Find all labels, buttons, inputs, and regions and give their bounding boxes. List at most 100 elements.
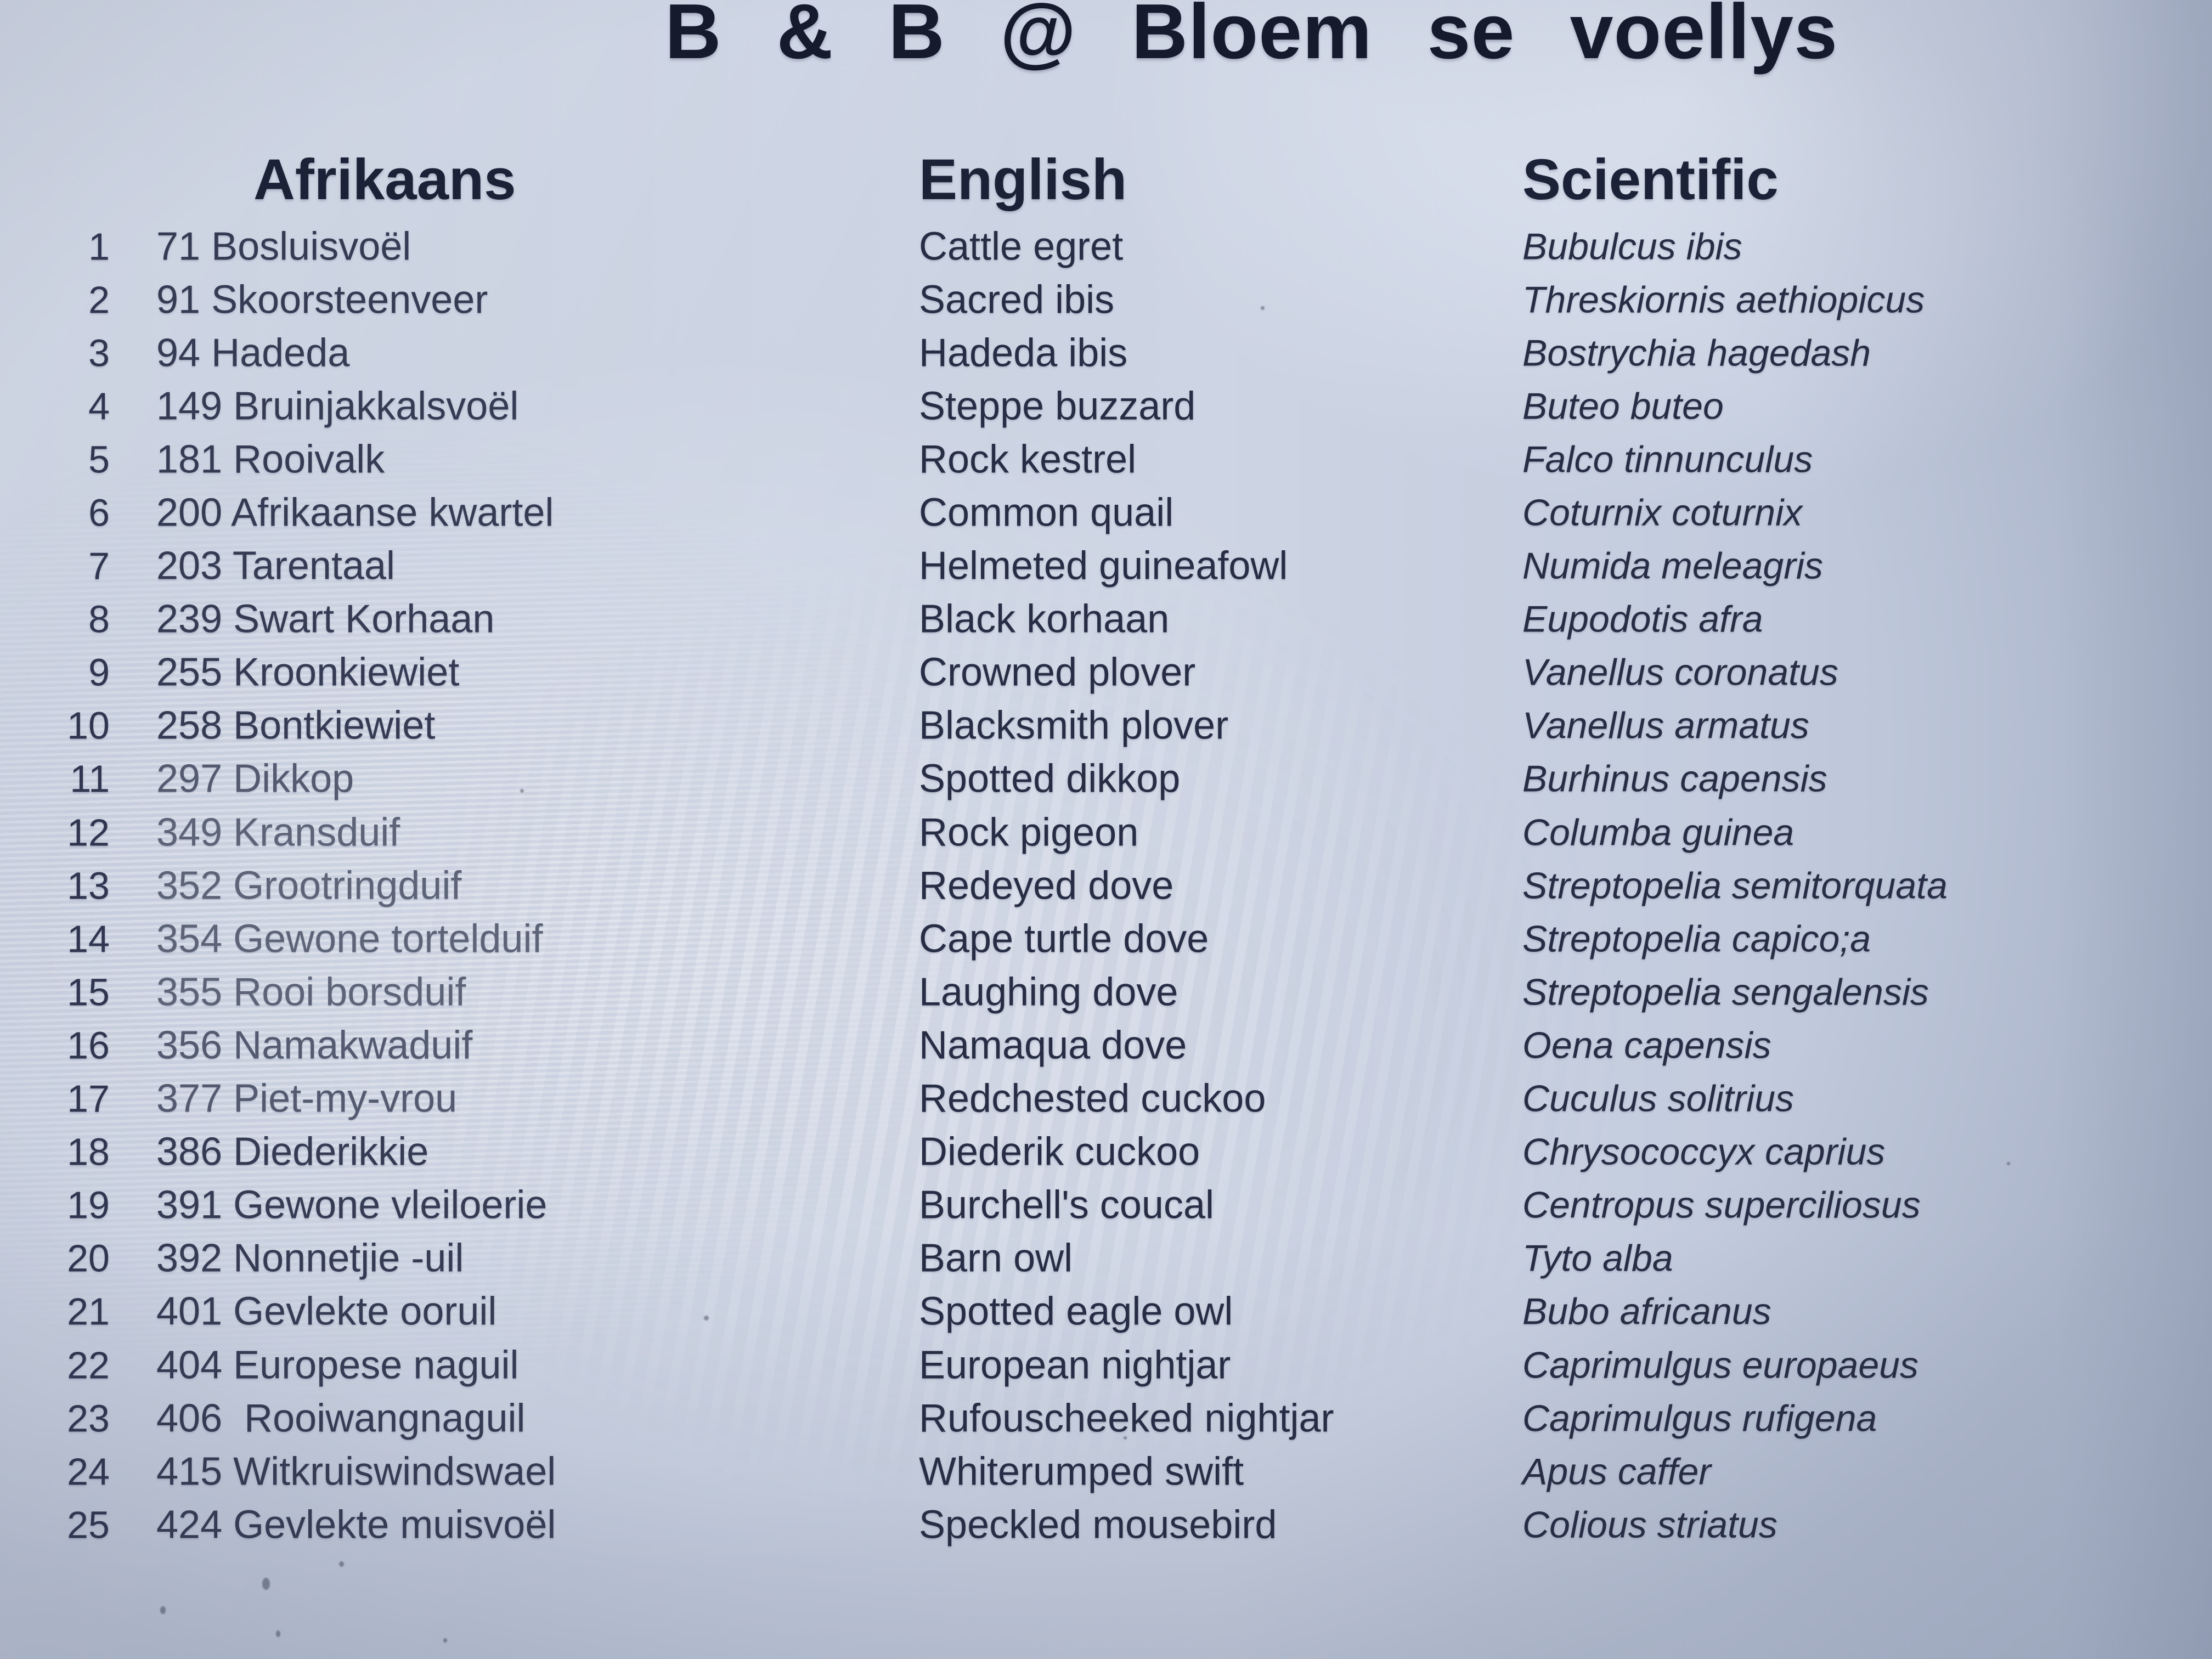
english-name: Redchested cuckoo xyxy=(919,1076,1266,1121)
row-number: 22 xyxy=(67,1343,110,1386)
row-number: 19 xyxy=(67,1183,110,1227)
scientific-name: Centropus superciliosus xyxy=(1522,1184,1921,1226)
scientific-name: Caprimulgus europaeus xyxy=(1522,1344,1918,1386)
english-name: Diederik cuckoo xyxy=(919,1130,1200,1174)
bird-list: 1 71 Bosluisvoël Cattle egret Bubulcus i… xyxy=(0,221,2212,1552)
scientific-name: Oena capensis xyxy=(1522,1024,1771,1066)
afrikaans-name: 401 Gevlekte ooruil xyxy=(156,1289,497,1334)
table-row: 14 354 Gewone tortelduif Cape turtle dov… xyxy=(0,913,2212,966)
scientific-name: Buteo buteo xyxy=(1522,385,1724,427)
english-name: Whiterumped swift xyxy=(919,1449,1244,1494)
english-name: Redeyed dove xyxy=(919,864,1174,908)
row-number: 15 xyxy=(67,970,110,1014)
scientific-name: Coturnix coturnix xyxy=(1522,492,1803,534)
table-row: 10 258 Bontkiewiet Blacksmith plover Van… xyxy=(0,700,2212,753)
table-row: 21 401 Gevlekte ooruil Spotted eagle owl… xyxy=(0,1286,2212,1339)
dirt-speck xyxy=(520,789,524,793)
table-row: 12 349 Kransduif Rock pigeon Columba gui… xyxy=(0,806,2212,860)
english-name: Spotted eagle owl xyxy=(919,1289,1233,1334)
table-row: 20 392 Nonnetjie -uil Barn owl Tyto alba xyxy=(0,1233,2212,1286)
dirt-speck xyxy=(1689,679,1692,682)
scientific-name: Eupodotis afra xyxy=(1522,598,1763,640)
afrikaans-name: 181 Rooivalk xyxy=(156,437,385,482)
scientific-name: Bubo africanus xyxy=(1522,1290,1771,1333)
afrikaans-name: 200 Afrikaanse kwartel xyxy=(156,490,554,535)
row-number: 12 xyxy=(67,810,110,854)
afrikaans-name: 386 Diederikkie xyxy=(156,1130,429,1174)
column-header-english: English xyxy=(919,148,1127,212)
table-row: 11 297 Dikkop Spotted dikkop Burhinus ca… xyxy=(0,753,2212,806)
afrikaans-name: 392 Nonnetjie -uil xyxy=(156,1236,464,1280)
row-number: 10 xyxy=(67,704,110,747)
english-name: Sacred ibis xyxy=(919,278,1115,322)
afrikaans-name: 377 Piet-my-vrou xyxy=(156,1076,458,1121)
english-name: Spotted dikkop xyxy=(919,757,1181,801)
column-header-afrikaans: Afrikaans xyxy=(253,148,516,212)
dirt-speck xyxy=(160,1606,166,1614)
english-name: Speckled mousebird xyxy=(919,1503,1277,1547)
row-number: 16 xyxy=(67,1024,110,1067)
row-number: 14 xyxy=(67,917,110,961)
english-name: Steppe buzzard xyxy=(919,384,1196,428)
scientific-name: Caprimulgus rufigena xyxy=(1522,1397,1877,1440)
row-number: 21 xyxy=(67,1290,110,1333)
row-number: 9 xyxy=(88,651,110,694)
english-name: Blacksmith plover xyxy=(919,703,1229,748)
scientific-name: Streptopelia sengalensis xyxy=(1522,971,1929,1013)
afrikaans-name: 91 Skoorsteenveer xyxy=(156,278,488,322)
afrikaans-name: 404 Europese naguil xyxy=(156,1342,519,1387)
scientific-name: Chrysococcyx caprius xyxy=(1522,1131,1886,1173)
afrikaans-name: 149 Bruinjakkalsvoël xyxy=(156,384,519,428)
scientific-name: Tyto alba xyxy=(1522,1237,1673,1279)
row-number: 13 xyxy=(67,864,110,907)
table-row: 18 386 Diederikkie Diederik cuckoo Chrys… xyxy=(0,1126,2212,1180)
scientific-name: Cuculus solitrius xyxy=(1522,1077,1795,1120)
table-row: 17 377 Piet-my-vrou Redchested cuckoo Cu… xyxy=(0,1073,2212,1126)
table-row: 3 94 Hadeda Hadeda ibis Bostrychia haged… xyxy=(0,327,2212,380)
scientific-name: Threskiornis aethiopicus xyxy=(1522,279,1925,321)
dirt-speck xyxy=(1261,306,1265,310)
scientific-name: Bostrychia hagedash xyxy=(1522,332,1871,374)
table-row: 13 352 Grootringduif Redeyed dove Strept… xyxy=(0,860,2212,913)
table-row: 9 255 Kroonkiewiet Crowned plover Vanell… xyxy=(0,647,2212,700)
row-number: 7 xyxy=(88,544,110,588)
english-name: Laughing dove xyxy=(919,970,1178,1014)
english-name: Crowned plover xyxy=(919,650,1196,695)
dirt-speck xyxy=(2007,1162,2010,1165)
table-row: 16 356 Namakwaduif Namaqua dove Oena cap… xyxy=(0,1019,2212,1073)
english-name: Cape turtle dove xyxy=(919,917,1209,961)
row-number: 11 xyxy=(70,757,110,800)
table-row: 5 181 Rooivalk Rock kestrel Falco tinnun… xyxy=(0,433,2212,487)
scientific-name: Numida meleagris xyxy=(1522,545,1823,587)
table-row: 19 391 Gewone vleiloerie Burchell's couc… xyxy=(0,1180,2212,1233)
english-name: Rock kestrel xyxy=(919,437,1137,482)
afrikaans-name: 424 Gevlekte muisvoël xyxy=(156,1503,556,1547)
scientific-name: Colious striatus xyxy=(1522,1504,1778,1546)
dirt-speck xyxy=(932,350,935,353)
dirt-speck xyxy=(262,1578,270,1590)
sign-title: B & B @ Bloem se voellys xyxy=(665,0,1838,75)
table-row: 25 424 Gevlekte muisvoël Speckled mouseb… xyxy=(0,1499,2212,1552)
afrikaans-name: 406 Rooiwangnaguil xyxy=(156,1396,526,1440)
afrikaans-name: 352 Grootringduif xyxy=(156,864,462,908)
column-header-scientific: Scientific xyxy=(1522,148,1779,212)
row-number: 2 xyxy=(88,278,110,321)
table-row: 4 149 Bruinjakkalsvoël Steppe buzzard Bu… xyxy=(0,380,2212,433)
scientific-name: Falco tinnunculus xyxy=(1522,438,1813,481)
row-number: 20 xyxy=(67,1237,110,1280)
afrikaans-name: 258 Bontkiewiet xyxy=(156,703,436,748)
scientific-name: Apus caffer xyxy=(1522,1451,1711,1493)
dirt-speck xyxy=(339,1561,344,1567)
english-name: Namaqua dove xyxy=(919,1023,1187,1068)
dirt-speck xyxy=(276,1630,280,1637)
scientific-name: Burhinus capensis xyxy=(1522,758,1827,800)
afrikaans-name: 71 Bosluisvoël xyxy=(156,224,411,268)
table-row: 23 406 Rooiwangnaguil Rufouscheeked nigh… xyxy=(0,1392,2212,1446)
afrikaans-name: 415 Witkruiswindswael xyxy=(156,1449,556,1494)
table-row: 1 71 Bosluisvoël Cattle egret Bubulcus i… xyxy=(0,221,2212,274)
afrikaans-name: 94 Hadeda xyxy=(156,331,350,375)
afrikaans-name: 354 Gewone tortelduif xyxy=(156,917,543,961)
english-name: Burchell's coucal xyxy=(919,1183,1214,1227)
afrikaans-name: 255 Kroonkiewiet xyxy=(156,650,460,695)
